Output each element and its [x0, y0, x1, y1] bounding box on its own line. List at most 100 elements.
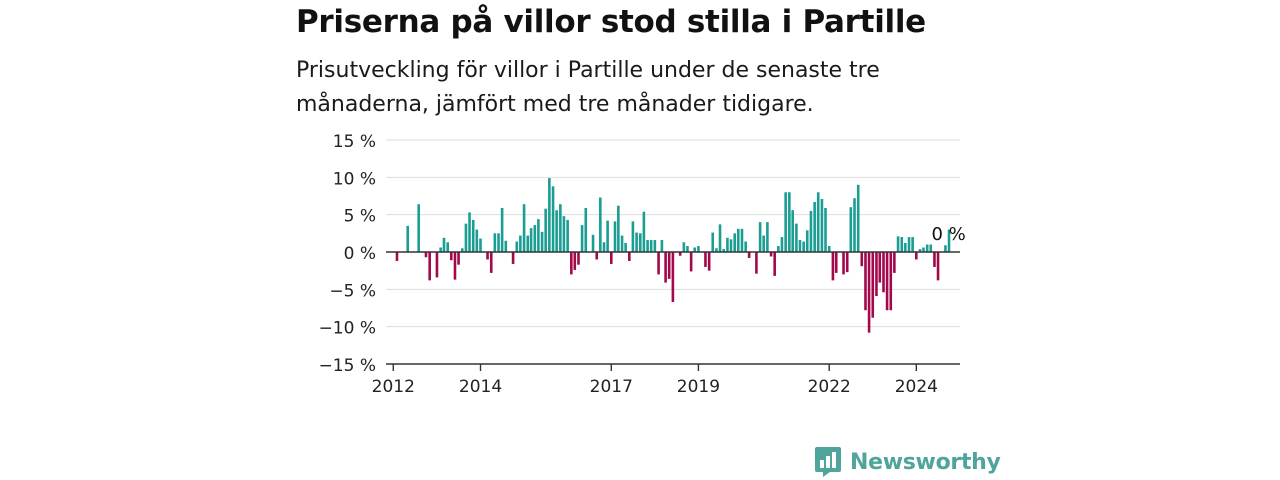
y-axis-ticks: 15 % 10 % 5 % 0 % −5 % −10 % −15 %: [319, 132, 376, 376]
axes: [386, 251, 960, 365]
bar: [529, 228, 533, 252]
bar: [664, 252, 667, 283]
bar: [867, 252, 871, 333]
bar: [671, 252, 675, 303]
bar: [896, 236, 900, 252]
bar: [827, 246, 831, 252]
bar: [577, 252, 580, 265]
bar: [849, 207, 853, 252]
bar: [457, 252, 460, 265]
y-tick-label: −15 %: [319, 356, 376, 376]
bar: [915, 252, 918, 260]
bar: [773, 252, 776, 276]
bar: [780, 237, 784, 252]
bar: [816, 192, 820, 252]
bar: [620, 235, 624, 252]
bar: [733, 233, 736, 252]
bar: [911, 237, 914, 252]
bar: [475, 229, 479, 252]
bar: [667, 252, 671, 279]
bar: [678, 252, 682, 256]
bar: [893, 252, 896, 273]
bar: [570, 252, 573, 275]
bar: [617, 205, 620, 252]
bar: [853, 198, 856, 252]
bar: [824, 207, 827, 252]
bar: [649, 240, 653, 252]
bar: [707, 252, 711, 271]
bar: [504, 240, 508, 252]
bar: [417, 204, 420, 252]
bar: [446, 242, 449, 252]
bar: [726, 237, 729, 252]
bar: [755, 252, 758, 274]
bar: [766, 222, 769, 252]
bar: [424, 252, 428, 258]
bar: [889, 252, 893, 311]
bar: [944, 245, 947, 252]
bar: [918, 249, 922, 252]
bar: [591, 234, 595, 252]
bar: [537, 219, 540, 252]
bar: [809, 210, 813, 252]
bar: [657, 252, 660, 275]
bar: [406, 225, 410, 252]
y-tick-label: 5 %: [344, 207, 376, 227]
bar: [562, 216, 566, 252]
bar: [460, 248, 464, 252]
bar: [689, 252, 693, 272]
bar: [715, 248, 718, 252]
x-tick-label: 2017: [590, 377, 633, 397]
y-tick-label: −10 %: [319, 319, 376, 339]
chart-subtitle: Prisutveckling för villor i Partille und…: [296, 58, 880, 117]
bar: [845, 252, 849, 273]
bar: [631, 221, 635, 252]
bar: [704, 252, 707, 267]
bar: [784, 192, 787, 252]
bar: [929, 244, 933, 252]
bar: [595, 252, 599, 260]
bar: [449, 252, 453, 261]
bar: [834, 252, 838, 273]
bar: [493, 233, 497, 252]
bar: [697, 246, 700, 252]
chart-title: Priserna på villor stod stilla i Partill…: [296, 4, 926, 40]
newsworthy-brand[interactable]: Newsworthy: [814, 446, 1001, 478]
x-tick-label: 2022: [808, 377, 851, 397]
bar: [435, 252, 439, 278]
bar: [885, 252, 889, 311]
bar: [842, 252, 845, 275]
bar: [489, 252, 493, 273]
x-tick-label: 2012: [372, 377, 415, 397]
bar: [628, 252, 631, 261]
bar: [642, 211, 646, 252]
bar: [805, 230, 809, 252]
bar: [599, 197, 602, 252]
bar: [904, 243, 907, 252]
bar: [439, 247, 442, 252]
bar: [922, 247, 925, 252]
bar: [540, 231, 544, 252]
bar: [831, 252, 835, 281]
bar: [468, 212, 471, 252]
bar: [871, 252, 875, 318]
bar: [533, 225, 537, 252]
bar: [646, 240, 649, 252]
bar: [925, 244, 929, 252]
bar: [729, 239, 733, 252]
bar: [777, 246, 780, 252]
bar: [860, 252, 864, 267]
y-tick-label: 10 %: [333, 169, 376, 189]
bar: [682, 242, 686, 252]
bar: [500, 207, 504, 252]
bar: [762, 235, 765, 252]
bar: [856, 184, 860, 252]
bar: [722, 249, 726, 252]
bar: [497, 233, 500, 252]
bar: [639, 233, 642, 252]
bar: [395, 252, 399, 261]
bar: [900, 237, 904, 252]
bar: [711, 232, 715, 252]
bar: [769, 252, 773, 257]
